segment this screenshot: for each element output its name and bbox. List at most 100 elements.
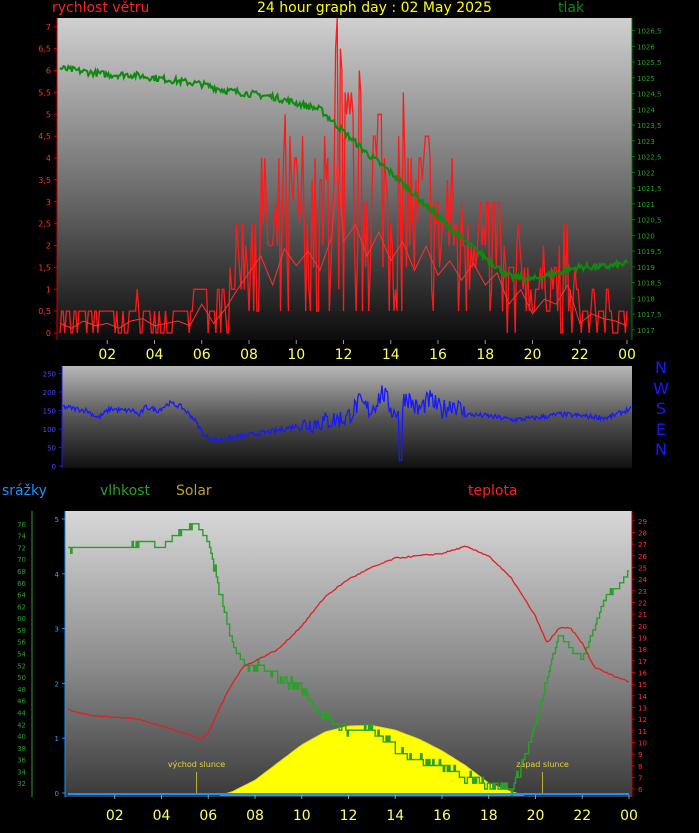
direction-y-tick-4: 200	[43, 389, 56, 397]
humidity-x-tick-11: 00	[620, 808, 638, 824]
temperature-y-tick-3: 9	[638, 751, 642, 759]
wind-y-tick-14: 7	[46, 23, 51, 32]
dir-n-top: N	[655, 358, 667, 377]
pressure-y-tick-17: 1025,5	[637, 59, 662, 67]
wind-pressure-layer: 0 0,5 1 1,5 2 2,5 3 3,5 4 4,5 5 5,5 6 6,5 7 1017 1017,5 1…	[38, 17, 662, 363]
sun-marker-label-1: západ slunce	[516, 760, 569, 769]
wind-x-tick-3: 08	[240, 347, 258, 363]
solar-label: Solar	[176, 483, 212, 499]
humidity-x-tick-4: 10	[293, 808, 311, 824]
wind-x-tick-10: 22	[571, 347, 589, 363]
rain-label: srážky	[2, 483, 47, 499]
rain-y-tick-2: 2	[55, 680, 59, 688]
humidity-y-tick-6: 44	[17, 709, 26, 717]
pressure-y-tick-16: 1025	[637, 75, 655, 83]
wind-y-tick-2: 1	[46, 285, 51, 294]
pressure-y-tick-11: 1022,5	[637, 154, 662, 162]
pressure-y-tick-5: 1019,5	[637, 248, 662, 256]
wind-y-tick-3: 1,5	[38, 263, 51, 272]
humidity-x-tick-1: 04	[153, 808, 171, 824]
wind-x-tick-8: 18	[476, 347, 494, 363]
temperature-y-tick-9: 15	[638, 681, 647, 689]
wind-x-tick-7: 16	[429, 347, 447, 363]
direction-y-tick-2: 100	[43, 426, 56, 434]
direction-y-tick-5: 250	[43, 371, 56, 379]
wind-average-line	[59, 159, 628, 329]
pressure-y-tick-19: 1026,5	[637, 28, 662, 36]
wind-x-tick-4: 10	[287, 347, 305, 363]
temperature-y-tick-22: 28	[638, 530, 647, 538]
humidity-line	[68, 523, 629, 796]
temperature-y-tick-7: 13	[638, 705, 647, 713]
humidity-y-tick-4: 40	[17, 733, 26, 741]
wind-y-tick-1: 0,5	[38, 307, 51, 316]
direction-legend: N W S E N	[651, 358, 671, 461]
humidity-y-tick-13: 58	[17, 627, 26, 635]
humidity-x-tick-2: 06	[199, 808, 217, 824]
temperature-y-tick-23: 29	[638, 518, 647, 526]
humidity-y-tick-3: 38	[17, 745, 26, 753]
direction-line	[62, 385, 632, 462]
wind-x-tick-0: 02	[98, 347, 116, 363]
wind-y-tick-11: 5,5	[38, 88, 51, 97]
humidity-y-tick-1: 34	[17, 768, 26, 776]
direction-y-tick-1: 50	[47, 445, 56, 453]
humidity-y-tick-19: 70	[17, 556, 26, 564]
pressure-y-tick-14: 1024	[637, 106, 655, 114]
temperature-y-tick-16: 22	[638, 600, 647, 608]
dir-e: E	[655, 419, 667, 439]
pressure-y-tick-3: 1018,5	[637, 280, 662, 288]
pressure-y-tick-7: 1020,5	[637, 217, 662, 225]
wind-y-tick-9: 4,5	[38, 132, 51, 141]
humidity-x-tick-9: 20	[527, 808, 545, 824]
humidity-y-tick-15: 62	[17, 603, 26, 611]
temperature-y-tick-18: 24	[638, 576, 647, 584]
pressure-line	[59, 63, 628, 284]
pressure-y-tick-15: 1024,5	[637, 91, 662, 99]
temperature-y-tick-10: 16	[638, 670, 647, 678]
wind-speed-line	[59, 17, 628, 334]
pressure-y-tick-9: 1021,5	[637, 185, 662, 193]
pressure-label: tlak	[558, 0, 585, 16]
direction-y-tick-0: 0	[52, 463, 56, 471]
wind-y-tick-6: 3	[46, 198, 51, 207]
humidity-x-tick-5: 12	[340, 808, 358, 824]
temperature-y-tick-5: 11	[638, 728, 647, 736]
rain-y-tick-4: 4	[55, 571, 60, 579]
temperature-y-tick-15: 21	[638, 611, 647, 619]
rain-y-tick-1: 1	[55, 735, 59, 743]
humidity-y-tick-9: 50	[17, 674, 26, 682]
rain-y-tick-0: 0	[55, 790, 59, 798]
pressure-y-tick-1: 1017,5	[637, 311, 662, 319]
pressure-y-tick-8: 1021	[637, 201, 655, 209]
humidity-y-tick-17: 66	[17, 580, 26, 588]
humidity-y-tick-2: 36	[17, 757, 26, 765]
humidity-x-tick-0: 02	[106, 808, 124, 824]
pressure-y-tick-12: 1023	[637, 138, 655, 146]
wind-x-tick-5: 12	[335, 347, 353, 363]
temperature-y-tick-20: 26	[638, 553, 647, 561]
humidity-y-tick-7: 46	[17, 698, 26, 706]
pressure-y-tick-4: 1019	[637, 264, 655, 272]
humidity-y-tick-11: 54	[17, 651, 26, 659]
dir-s: S	[655, 399, 667, 418]
direction-y-tick-3: 150	[43, 408, 56, 416]
temperature-y-tick-19: 25	[638, 565, 647, 573]
wind-x-tick-2: 06	[193, 347, 211, 363]
humidity-y-tick-0: 32	[17, 780, 26, 788]
temperature-y-tick-13: 19	[638, 635, 647, 643]
pressure-y-tick-13: 1023,5	[637, 122, 662, 130]
sun-marker-label-0: východ slunce	[168, 760, 225, 769]
temperature-y-tick-0: 6	[638, 786, 643, 794]
humidity-y-tick-16: 64	[17, 592, 26, 600]
temperature-y-tick-1: 7	[638, 775, 642, 783]
pressure-y-tick-10: 1022	[637, 169, 655, 177]
humidity-y-tick-12: 56	[17, 639, 26, 647]
humidity-y-tick-21: 74	[17, 533, 26, 541]
pressure-y-tick-6: 1020	[637, 232, 655, 240]
dir-w: W	[653, 378, 669, 398]
temperature-y-tick-11: 17	[638, 658, 647, 666]
wind-y-tick-10: 5	[46, 110, 51, 119]
wind-y-tick-8: 4	[46, 154, 51, 163]
